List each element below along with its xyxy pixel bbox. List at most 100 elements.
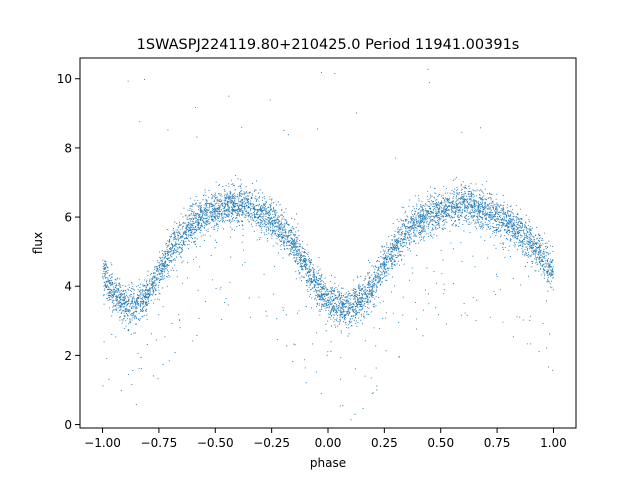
- data-point: [488, 203, 490, 205]
- data-point: [258, 222, 260, 224]
- data-point: [104, 288, 106, 290]
- data-point: [402, 245, 405, 247]
- data-point: [282, 223, 284, 225]
- data-point: [526, 232, 528, 234]
- data-point: [423, 225, 426, 227]
- data-point: [125, 320, 127, 322]
- data-point: [469, 231, 471, 234]
- data-point: [282, 307, 284, 309]
- data-point: [266, 233, 268, 236]
- data-point: [136, 299, 138, 301]
- data-point: [356, 304, 359, 306]
- data-point: [209, 216, 211, 218]
- data-point: [479, 216, 481, 218]
- data-point: [210, 222, 212, 224]
- data-point: [172, 227, 175, 229]
- data-point: [286, 223, 288, 225]
- data-point: [469, 210, 471, 212]
- data-point: [479, 206, 481, 208]
- data-point: [106, 357, 108, 359]
- data-point: [492, 233, 494, 235]
- data-point: [115, 309, 117, 311]
- data-point: [295, 271, 297, 273]
- data-point: [165, 258, 168, 260]
- data-point: [317, 128, 319, 130]
- data-point: [503, 216, 505, 218]
- data-point: [117, 304, 119, 306]
- data-point: [321, 295, 323, 297]
- data-point: [243, 212, 245, 214]
- data-point: [131, 302, 133, 304]
- data-point: [402, 314, 404, 316]
- data-point: [400, 227, 402, 229]
- data-point: [366, 294, 368, 296]
- data-point: [537, 233, 539, 235]
- data-point: [472, 255, 474, 257]
- data-point: [261, 213, 263, 215]
- data-point: [219, 220, 221, 222]
- data-point: [152, 290, 154, 292]
- data-point: [391, 262, 394, 264]
- data-point: [295, 278, 297, 280]
- data-point: [119, 284, 121, 286]
- data-point: [198, 206, 200, 208]
- data-point: [272, 224, 274, 226]
- data-point: [391, 250, 393, 252]
- data-point: [261, 199, 264, 201]
- data-point: [132, 285, 134, 288]
- data-point: [456, 207, 458, 209]
- data-point: [288, 253, 290, 256]
- data-point: [293, 228, 295, 230]
- data-point: [187, 227, 189, 229]
- data-point: [241, 211, 243, 214]
- data-point: [215, 181, 217, 183]
- data-point: [342, 313, 344, 315]
- data-point: [135, 323, 137, 325]
- data-point: [349, 322, 351, 324]
- data-point: [545, 266, 547, 268]
- data-point: [320, 393, 322, 395]
- data-point: [457, 199, 459, 201]
- data-point: [151, 283, 153, 285]
- data-point: [509, 215, 511, 218]
- data-point: [300, 254, 302, 256]
- data-point: [213, 205, 215, 207]
- data-point: [138, 294, 140, 296]
- data-point: [135, 301, 137, 303]
- data-point: [221, 220, 223, 222]
- data-point: [381, 281, 383, 284]
- data-point: [274, 232, 276, 234]
- data-point: [108, 292, 110, 294]
- data-point: [177, 247, 179, 249]
- data-point: [454, 204, 456, 206]
- data-point: [480, 226, 482, 228]
- data-point: [481, 191, 483, 193]
- data-point: [319, 279, 321, 281]
- data-point: [436, 198, 438, 200]
- data-point: [322, 298, 324, 300]
- data-point: [333, 293, 335, 295]
- data-point: [414, 233, 416, 235]
- data-point: [132, 296, 134, 298]
- data-point: [434, 220, 436, 222]
- data-point: [272, 245, 274, 247]
- data-point: [119, 294, 121, 296]
- data-point: [472, 189, 474, 191]
- data-point: [552, 369, 554, 371]
- data-point: [479, 212, 481, 214]
- data-point: [352, 279, 354, 281]
- data-point: [524, 238, 526, 241]
- data-point: [510, 234, 512, 237]
- data-point: [333, 290, 335, 292]
- data-point: [120, 308, 122, 310]
- data-point: [547, 271, 549, 273]
- data-point: [292, 254, 294, 256]
- data-point: [199, 207, 201, 210]
- data-point: [241, 213, 243, 215]
- data-point: [241, 193, 243, 195]
- data-point: [232, 218, 234, 220]
- data-point: [300, 266, 302, 268]
- data-point: [427, 216, 429, 218]
- data-point: [508, 250, 510, 252]
- data-point: [211, 196, 213, 199]
